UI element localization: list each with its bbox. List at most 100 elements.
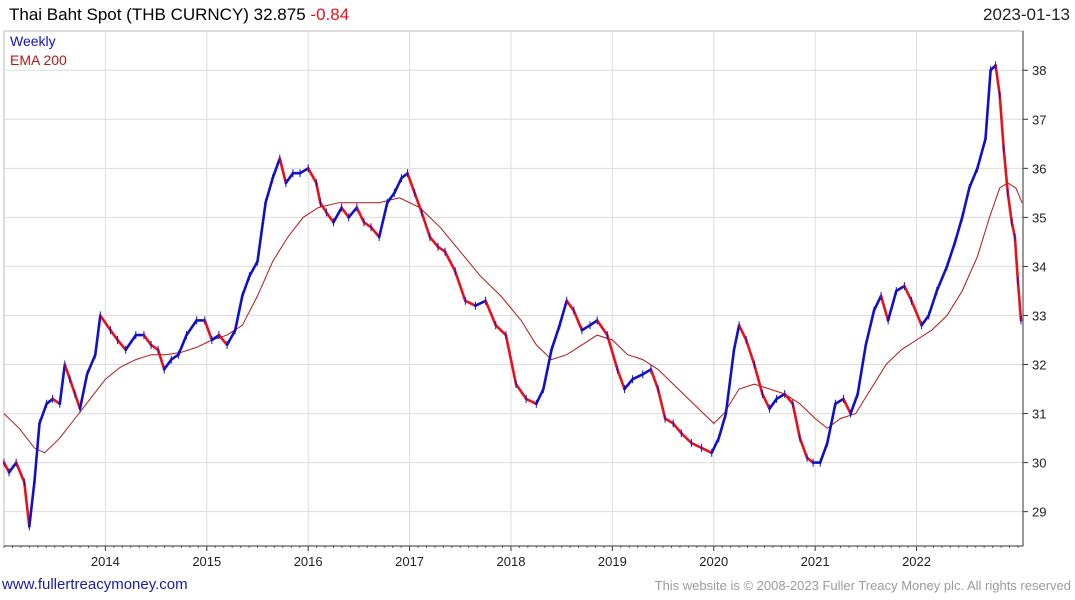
price-segment xyxy=(903,284,913,303)
copyright-notice: This website is © 2008-2023 Fuller Treac… xyxy=(654,578,1071,593)
price-segment xyxy=(99,314,112,332)
price-segment xyxy=(58,363,67,406)
price-segment xyxy=(679,431,693,445)
price-segment xyxy=(565,299,576,312)
price-segment xyxy=(393,176,403,195)
price-segment xyxy=(834,397,845,406)
price-segment xyxy=(1013,235,1020,283)
price-segment xyxy=(63,363,72,381)
price-segment xyxy=(142,333,153,347)
price-segment xyxy=(872,294,883,312)
price-segment xyxy=(109,328,119,342)
price-segment xyxy=(879,294,890,322)
price-segment xyxy=(156,348,166,371)
price-segment xyxy=(347,206,359,219)
price-segment xyxy=(656,387,667,420)
price-segment xyxy=(791,402,802,440)
price-segment xyxy=(761,392,771,411)
price-segment xyxy=(162,358,173,371)
price-segment xyxy=(935,265,949,293)
price-segment xyxy=(524,397,538,406)
price-segment xyxy=(318,201,328,214)
y-tick-label: 30 xyxy=(1032,456,1046,471)
x-tick-label: 2019 xyxy=(598,554,627,569)
price-segment xyxy=(825,402,837,445)
price-segment xyxy=(124,333,138,352)
price-segment xyxy=(203,319,214,342)
price-segment xyxy=(504,333,518,386)
price-segment xyxy=(325,211,335,224)
price-segment xyxy=(453,269,467,303)
price-segment xyxy=(385,191,396,204)
price-segment xyxy=(1006,191,1014,224)
price-segment xyxy=(737,323,748,342)
price-segment xyxy=(362,221,373,229)
price-segment xyxy=(225,328,237,347)
price-segment xyxy=(78,372,89,411)
price-segment xyxy=(744,338,756,366)
y-tick-label: 33 xyxy=(1032,308,1046,323)
price-segment xyxy=(886,289,898,322)
price-segment xyxy=(534,387,545,406)
website-link[interactable]: www.fullertreacymoney.com xyxy=(2,576,188,593)
price-segment xyxy=(217,333,229,347)
price-segment xyxy=(463,299,477,308)
price-segment xyxy=(967,167,979,190)
price-segment xyxy=(233,294,244,332)
price-segment xyxy=(420,211,432,239)
price-segment xyxy=(1016,279,1023,322)
price-segment xyxy=(68,377,77,396)
x-tick-label: 2022 xyxy=(902,554,931,569)
y-tick-label: 34 xyxy=(1032,259,1046,274)
chart-title: Thai Baht Spot (THB CURNCY) 32.875 -0.84 xyxy=(9,5,349,25)
price-segment xyxy=(849,392,860,415)
price-segment xyxy=(514,382,528,401)
price-segment xyxy=(616,368,626,391)
price-segment xyxy=(271,157,282,180)
x-tick-label: 2018 xyxy=(497,554,526,569)
price-segment xyxy=(185,319,198,337)
x-tick-label: 2015 xyxy=(192,554,221,569)
price-segment xyxy=(641,368,653,376)
price-segment xyxy=(775,392,787,401)
legend-weekly: Weekly xyxy=(10,33,56,49)
price-segment xyxy=(436,245,447,253)
price-segment xyxy=(998,93,1006,150)
price-segment xyxy=(38,402,48,425)
price-segment xyxy=(550,323,561,352)
price-segment xyxy=(580,323,592,332)
price-segment xyxy=(484,299,498,327)
price-segment xyxy=(623,377,634,391)
price-segment xyxy=(663,417,675,425)
price-segment xyxy=(864,309,876,347)
price-segment xyxy=(724,348,736,415)
price-segment xyxy=(428,235,440,249)
price-segment xyxy=(976,137,987,170)
price-segment xyxy=(910,299,923,327)
price-segment xyxy=(443,250,457,273)
y-tick-label: 38 xyxy=(1032,63,1046,78)
price-segment xyxy=(700,446,714,455)
price-segment xyxy=(920,314,931,327)
x-tick-label: 2021 xyxy=(801,554,830,569)
chart-date: 2023-01-13 xyxy=(983,5,1070,24)
price-segment xyxy=(278,157,288,185)
price-segment xyxy=(542,348,553,391)
price-segment xyxy=(45,397,55,406)
price-segment xyxy=(177,333,188,357)
price-segment xyxy=(298,167,310,175)
price-segment xyxy=(73,392,82,411)
price-segment xyxy=(595,319,609,337)
price-segment xyxy=(856,343,868,396)
price-segment xyxy=(945,240,957,268)
price-segment xyxy=(805,456,815,464)
price-segment xyxy=(377,201,389,239)
price-segment xyxy=(14,461,26,484)
price-segment xyxy=(27,480,36,528)
chart-header: Thai Baht Spot (THB CURNCY) 32.875 -0.84… xyxy=(0,0,1075,30)
x-tick-label: 2014 xyxy=(91,554,120,569)
y-tick-label: 35 xyxy=(1032,210,1046,225)
price-segment xyxy=(33,422,41,484)
price-segment xyxy=(256,201,267,263)
x-tick-label: 2016 xyxy=(294,554,323,569)
